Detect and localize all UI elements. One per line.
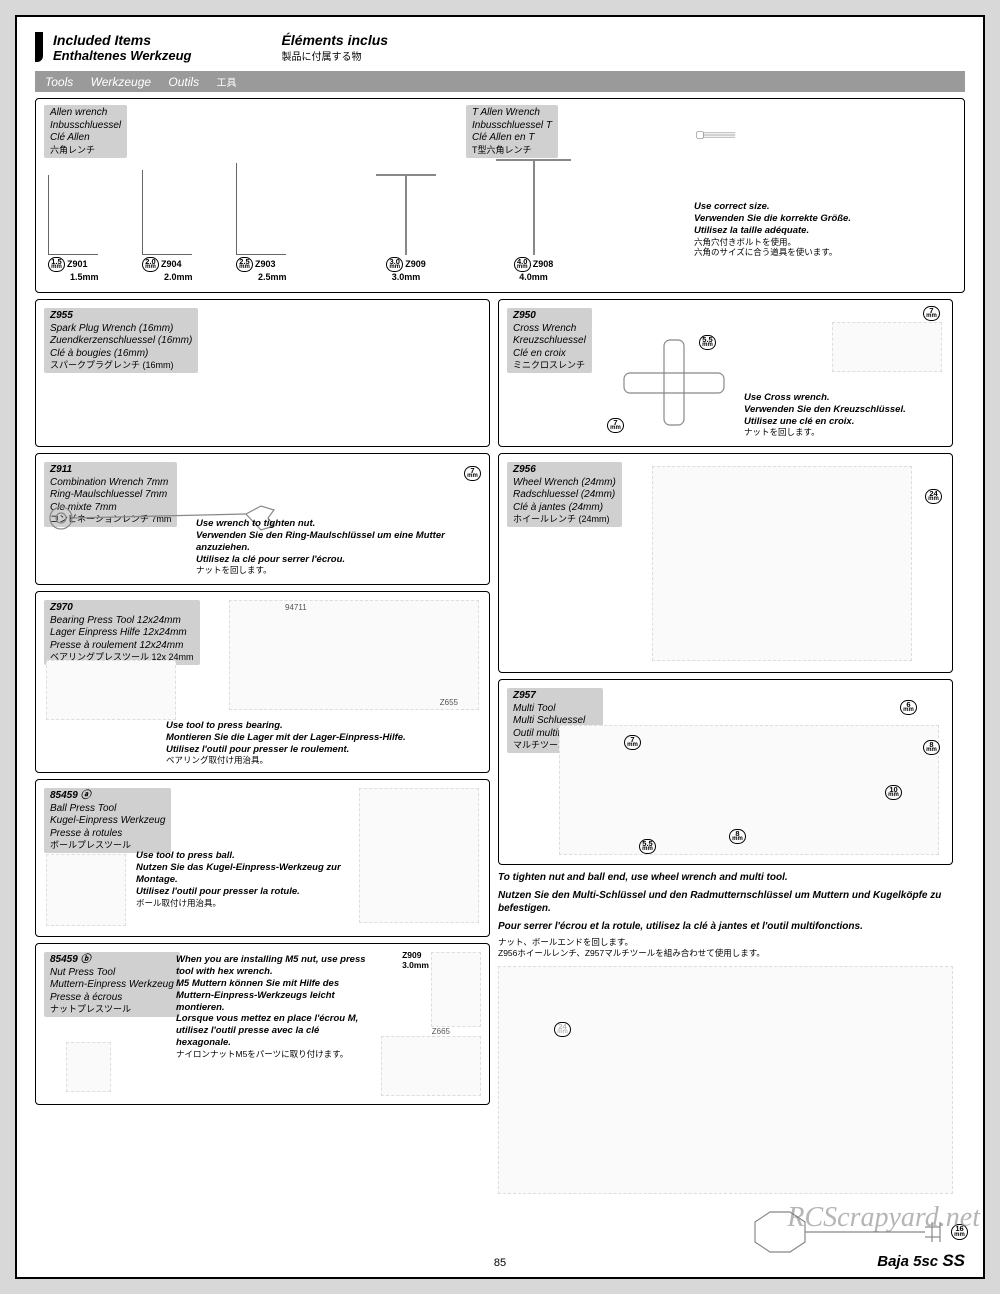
header-title-en-de: Included Items Enthaltenes Werkzeug	[53, 32, 191, 63]
t-allen-3.0: 3.0mm Z909 3.0mm	[376, 174, 436, 282]
correct-size-note: Use correct size. Verwenden Sie die korr…	[694, 201, 954, 258]
allen-2.0: 2.0mm Z904 2.0mm	[142, 170, 206, 282]
cross-wrench-nut-icon	[832, 322, 942, 372]
ball-press-assembly-icon	[359, 788, 479, 923]
z950-box: Z950 Cross Wrench Kreuzschluessel Clé en…	[498, 299, 953, 447]
nut-press-tool-icon	[66, 1042, 111, 1092]
product-logo: Baja 5sc SS	[877, 1251, 965, 1271]
bottom-usage-note: To tighten nut and ball end, use wheel w…	[498, 871, 953, 960]
screw-icon	[694, 119, 749, 151]
85459b-box: 85459 ⓑ Nut Press Tool Muttern-Einpress …	[35, 943, 490, 1105]
t-allen-4.0: 4.0mm Z908 4.0mm	[496, 159, 571, 282]
wheel-wrench-icon	[652, 466, 912, 661]
bearing-press-parts-icon	[46, 660, 176, 720]
allen-1.5: 1.5mm Z901 1.5mm	[48, 175, 112, 282]
multi-tool-icon	[559, 725, 939, 855]
allen-wrench-box: Allen wrench Inbusschluessel Clé Allen 六…	[35, 98, 965, 293]
z955-box: Z955 Spark Plug Wrench (16mm) Zuendkerze…	[35, 299, 490, 447]
cross-wrench-icon	[619, 335, 729, 430]
section-bar-tools: Tools Werkzeuge Outils 工具	[35, 71, 965, 92]
header-title-fr-jp: Éléments inclus 製品に付属する物	[281, 32, 388, 63]
page-header: Included Items Enthaltenes Werkzeug Élém…	[35, 32, 965, 63]
hex-wrench-small-icon	[431, 952, 481, 1027]
allen-label: Allen wrench Inbusschluessel Clé Allen 六…	[44, 105, 127, 158]
z911-box: Z911 Combination Wrench 7mm Ring-Maulsch…	[35, 453, 490, 585]
85459a-box: 85459 ⓐ Ball Press Tool Kugel-Einpress W…	[35, 779, 490, 937]
manual-page: Included Items Enthaltenes Werkzeug Élém…	[15, 15, 985, 1279]
nut-press-assembly-icon: Z665	[381, 1036, 481, 1096]
z956-box: Z956 Wheel Wrench (24mm) Radschluessel (…	[498, 453, 953, 673]
page-number: 85	[17, 1257, 983, 1269]
bearing-press-icon: 94711 Z655	[229, 600, 479, 710]
allen-2.5: 2.5mm Z903 2.5mm	[236, 163, 300, 282]
assembly-diagram-icon: 24mm	[498, 966, 953, 1194]
t-allen-label: T Allen Wrench Inbusschluessel T Clé All…	[466, 105, 558, 158]
z957-box: Z957 Multi Tool Multi Schluessel Outil m…	[498, 679, 953, 865]
ball-press-tool-icon	[46, 854, 126, 926]
header-tab-icon	[35, 32, 43, 62]
z970-box: Z970 Bearing Press Tool 12x24mm Lager Ei…	[35, 591, 490, 773]
